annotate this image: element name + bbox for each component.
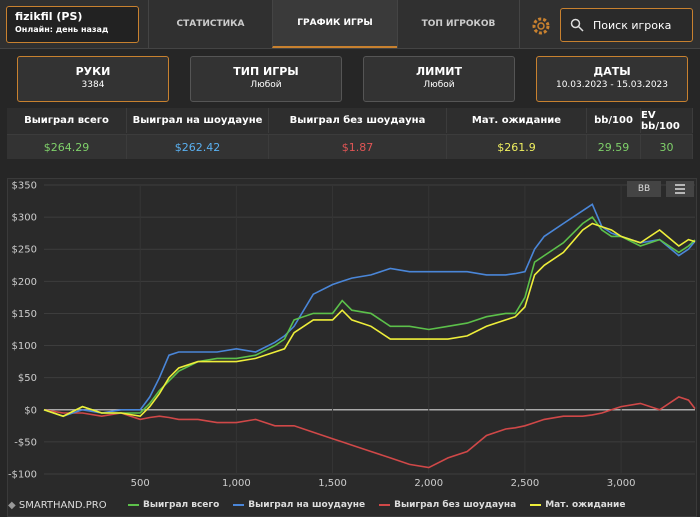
- x-tick-label: 1,000: [222, 478, 251, 489]
- legend-item[interactable]: Выиграл всего: [128, 500, 219, 510]
- y-tick-label: -$50: [14, 437, 37, 448]
- menu-icon: [675, 184, 685, 194]
- series-line: [43, 396, 696, 469]
- logo-mark: ◆: [8, 500, 19, 511]
- stats-value: 29.59: [587, 134, 641, 159]
- tab[interactable]: ТОП ИГРОКОВ: [397, 0, 520, 48]
- user-name: fizikfil (PS): [15, 10, 83, 23]
- user-status: Онлайн: день назад: [15, 25, 109, 34]
- y-tick-label: $0: [24, 405, 37, 416]
- y-tick-label: $200: [12, 277, 37, 288]
- y-tick-label: $350: [12, 181, 37, 192]
- search-icon: [570, 18, 584, 32]
- logo: ◆ SMARTHAND.PRO: [8, 500, 107, 511]
- menu-button[interactable]: [666, 181, 694, 197]
- filter-value: 10.03.2023 - 15.03.2023: [555, 80, 669, 90]
- legend-swatch: [379, 503, 391, 506]
- legend: Выиграл всего Выиграл на шоудауне Выиграл …: [128, 500, 625, 510]
- filter-title: ДАТЫ: [593, 65, 631, 78]
- stats-header: bb/100: [587, 108, 641, 133]
- filter-title: РУКИ: [75, 65, 111, 78]
- tab[interactable]: СТАТИСТИКА: [148, 0, 272, 48]
- stats-value: $262.42: [127, 134, 269, 159]
- stats-header: Выиграл без шоудауна: [269, 108, 447, 133]
- filter-title: ЛИМИТ: [416, 65, 462, 78]
- series-line: [43, 203, 696, 418]
- stats-header: Выиграл всего: [7, 108, 127, 133]
- tab[interactable]: ГРАФИК ИГРЫ: [272, 0, 397, 48]
- legend-item[interactable]: Мат. ожидание: [530, 500, 625, 510]
- search-placeholder: Поиск игрока: [593, 18, 672, 32]
- legend-label: Мат. ожидание: [545, 500, 626, 510]
- legend-item[interactable]: Выиграл на шоудауне: [233, 500, 365, 510]
- y-tick-label: $250: [12, 245, 37, 256]
- x-tick-label: 2,500: [511, 478, 540, 489]
- legend-swatch: [233, 503, 245, 506]
- filter-title: ТИП ИГРЫ: [233, 65, 299, 78]
- filter-button[interactable]: ДАТЫ 10.03.2023 - 15.03.2023: [536, 56, 688, 102]
- filter-value: Любой: [250, 80, 282, 90]
- y-tick-label: $50: [18, 373, 37, 384]
- legend-swatch: [128, 503, 139, 506]
- search-box[interactable]: Поиск игрока: [560, 8, 693, 42]
- x-tick-label: 3,000: [607, 478, 636, 489]
- filter-button[interactable]: РУКИ 3384: [17, 56, 169, 102]
- x-tick-label: 1,500: [318, 478, 347, 489]
- legend-swatch: [530, 503, 542, 506]
- stats-header: Мат. ожидание: [447, 108, 587, 133]
- unit-button[interactable]: BB: [627, 181, 661, 197]
- y-tick-label: $100: [12, 341, 37, 352]
- filter-value: Любой: [423, 80, 455, 90]
- user-box[interactable]: fizikfil (PS) Онлайн: день назад: [6, 6, 139, 43]
- stats-value: $264.29: [7, 134, 127, 159]
- legend-label: Выиграл всего: [143, 500, 220, 510]
- filter-value: 3384: [81, 80, 105, 90]
- stats-value: $1.87: [269, 134, 447, 159]
- x-tick-label: 500: [131, 478, 150, 489]
- x-tick-label: 2,000: [414, 478, 443, 489]
- filter-button[interactable]: ТИП ИГРЫ Любой: [190, 56, 342, 102]
- legend-label: Выиграл на шоудауне: [248, 500, 366, 510]
- logo-text: SMARTHAND.PRO: [18, 500, 107, 511]
- settings-icon[interactable]: [531, 16, 551, 36]
- stats-table: Выиграл всего $264.29 Выиграл на шоудауне $…: [7, 108, 693, 159]
- stats-header: EV bb/100: [641, 108, 693, 133]
- y-tick-label: $150: [12, 309, 37, 320]
- filter-button[interactable]: ЛИМИТ Любой: [363, 56, 515, 102]
- stats-value: $261.9: [447, 134, 587, 159]
- legend-label: Выиграл без шоудауна: [394, 500, 517, 510]
- y-tick-label: -$100: [8, 470, 37, 481]
- stats-header: Выиграл на шоудауне: [127, 108, 269, 133]
- y-tick-label: $300: [12, 213, 37, 224]
- series-line: [43, 216, 696, 418]
- series-line: [43, 222, 696, 418]
- legend-item[interactable]: Выиграл без шоудауна: [379, 500, 516, 510]
- stats-value: 30: [641, 134, 693, 159]
